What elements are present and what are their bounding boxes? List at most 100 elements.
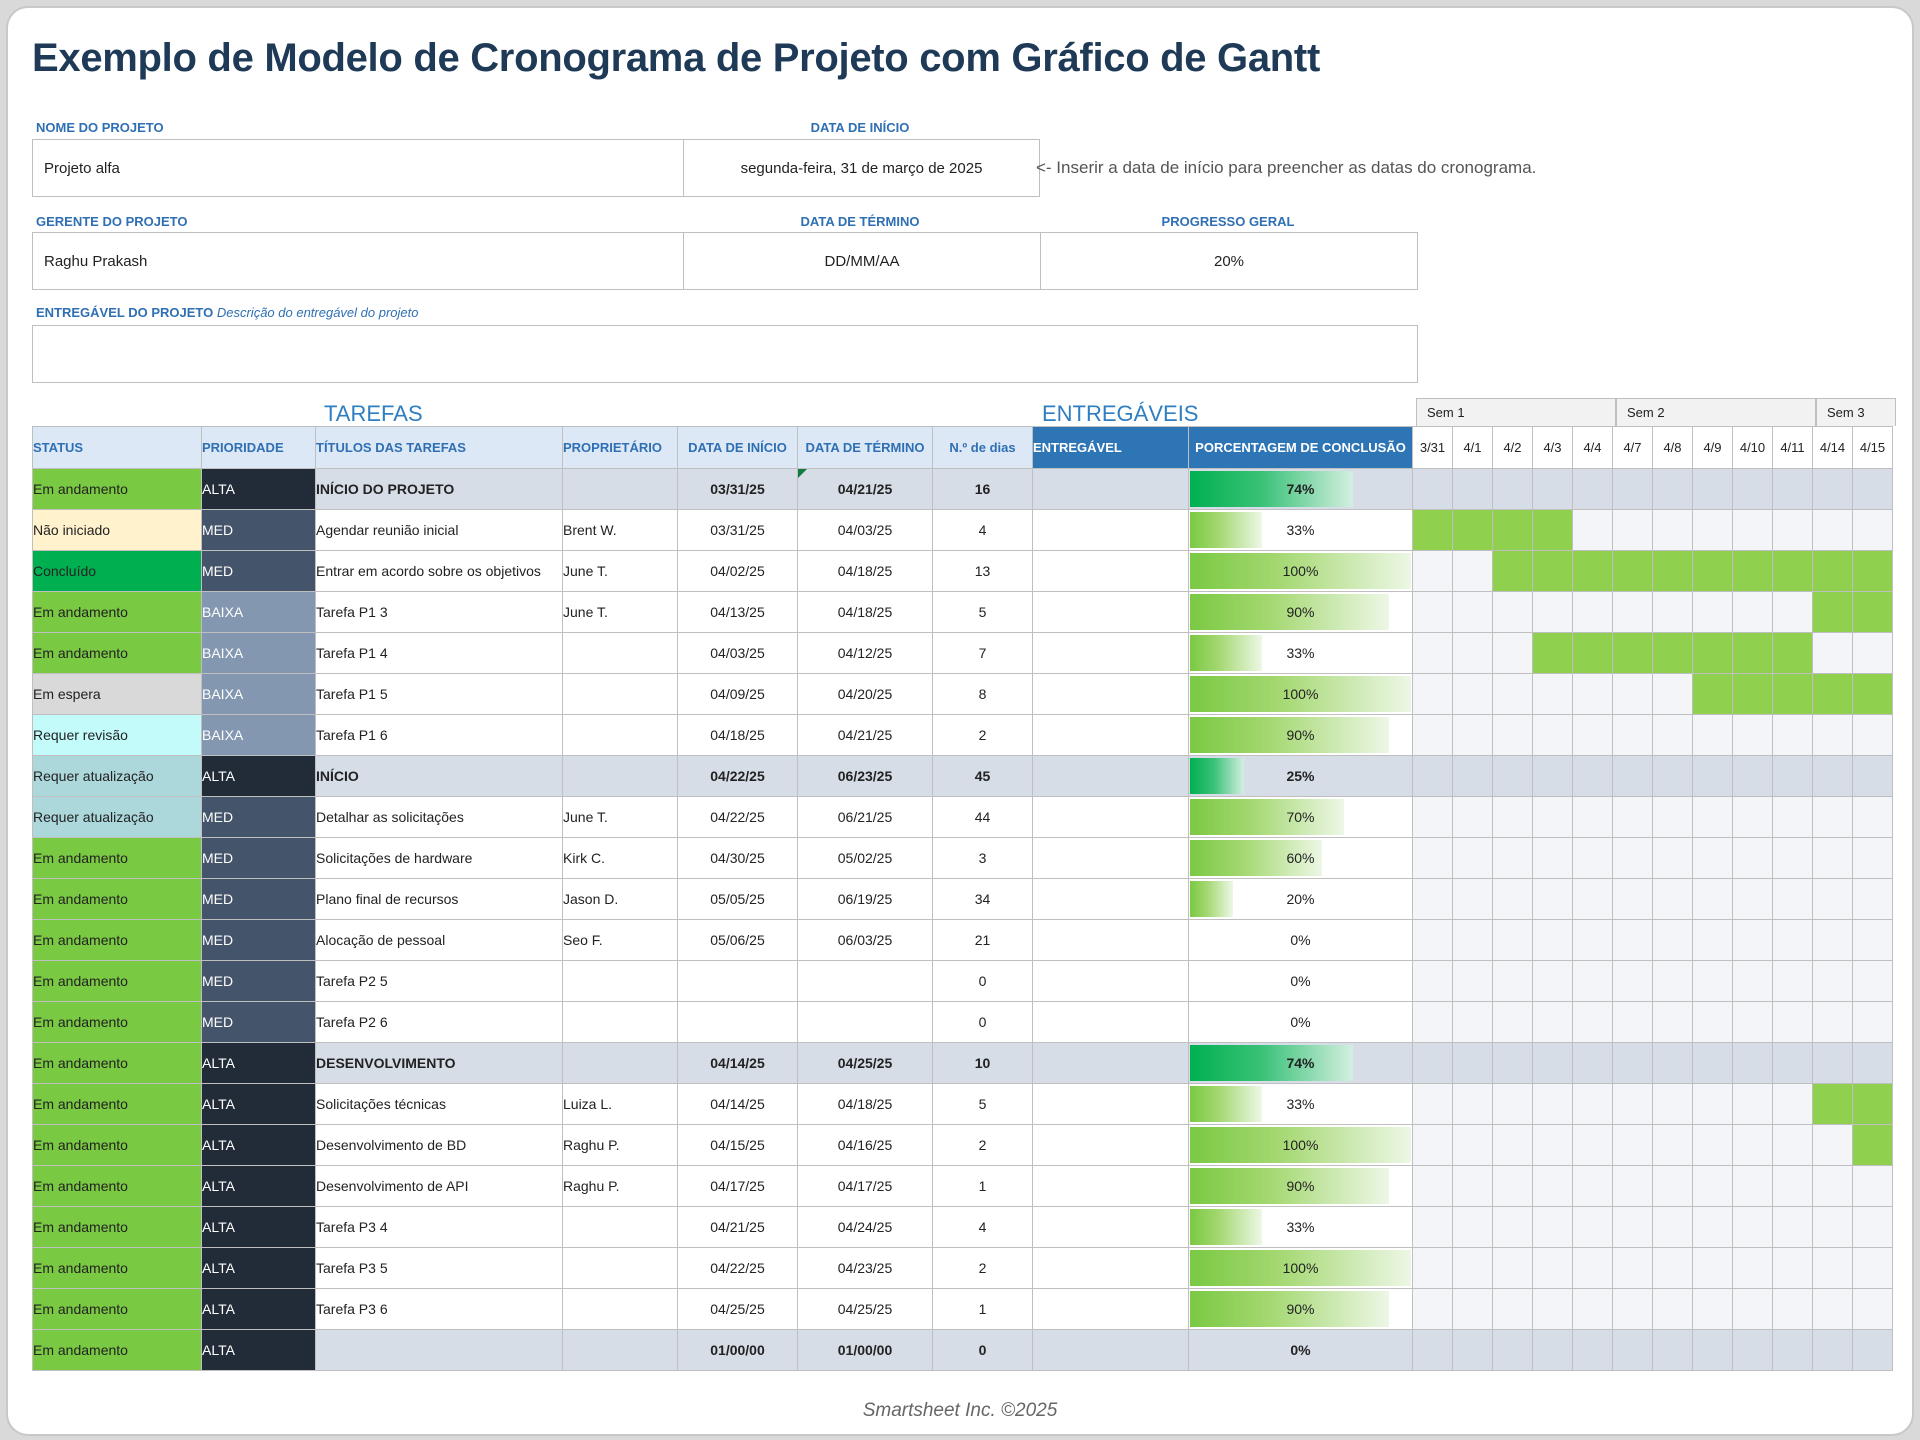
gantt-cell[interactable]	[1492, 796, 1533, 838]
gantt-cell[interactable]	[1852, 837, 1893, 879]
end-date-field[interactable]: DD/MM/AA	[683, 232, 1041, 290]
gantt-cell[interactable]	[1732, 550, 1773, 592]
gantt-cell[interactable]	[1852, 591, 1893, 633]
task-title-cell[interactable]: INÍCIO	[315, 755, 563, 797]
percent-cell[interactable]: 0%	[1188, 960, 1413, 1002]
gantt-cell[interactable]	[1652, 509, 1693, 551]
gantt-cell[interactable]	[1612, 673, 1653, 715]
task-title-cell[interactable]: Tarefa P3 6	[315, 1288, 563, 1330]
project-name-field[interactable]: Projeto alfa	[32, 139, 684, 197]
gantt-cell[interactable]	[1612, 1165, 1653, 1207]
gantt-cell[interactable]	[1452, 550, 1493, 592]
gantt-cell[interactable]	[1812, 755, 1853, 797]
gantt-cell[interactable]	[1612, 509, 1653, 551]
gantt-cell[interactable]	[1772, 1124, 1813, 1166]
deliverable-cell[interactable]	[1032, 509, 1189, 551]
table-row[interactable]: Em andamento ALTA Tarefa P3 6 04/25/25 04/25…	[32, 1288, 1893, 1330]
priority-cell[interactable]: BAIXA	[201, 714, 316, 756]
percent-cell[interactable]: 0%	[1188, 1001, 1413, 1043]
start-date-cell[interactable]	[677, 960, 798, 1002]
start-date-cell[interactable]: 05/05/25	[677, 878, 798, 920]
status-cell[interactable]: Concluído	[32, 550, 202, 592]
priority-cell[interactable]: MED	[201, 960, 316, 1002]
gantt-cell[interactable]	[1852, 550, 1893, 592]
start-date-cell[interactable]: 04/14/25	[677, 1083, 798, 1125]
gantt-cell[interactable]	[1572, 632, 1613, 674]
owner-cell[interactable]	[562, 1206, 678, 1248]
gantt-cell[interactable]	[1532, 591, 1573, 633]
gantt-cell[interactable]	[1652, 468, 1693, 510]
start-date-cell[interactable]: 03/31/25	[677, 468, 798, 510]
gantt-cell[interactable]	[1652, 960, 1693, 1002]
task-title-cell[interactable]: Solicitações técnicas	[315, 1083, 563, 1125]
manager-field[interactable]: Raghu Prakash	[32, 232, 684, 290]
table-row[interactable]: Em andamento ALTA 01/00/00 01/00/00 0 0%	[32, 1329, 1893, 1371]
table-row[interactable]: Em andamento ALTA INÍCIO DO PROJETO 03/31/2…	[32, 468, 1893, 510]
end-date-cell[interactable]	[797, 960, 933, 1002]
owner-cell[interactable]	[562, 673, 678, 715]
gantt-cell[interactable]	[1852, 1042, 1893, 1084]
gantt-cell[interactable]	[1572, 1165, 1613, 1207]
gantt-cell[interactable]	[1772, 878, 1813, 920]
gantt-cell[interactable]	[1612, 1288, 1653, 1330]
deliverable-cell[interactable]	[1032, 1288, 1189, 1330]
gantt-cell[interactable]	[1812, 960, 1853, 1002]
start-date-cell[interactable]: 04/17/25	[677, 1165, 798, 1207]
task-title-cell[interactable]: Desenvolvimento de BD	[315, 1124, 563, 1166]
table-row[interactable]: Requer atualização MED Detalhar as solicit…	[32, 796, 1893, 838]
gantt-cell[interactable]	[1572, 960, 1613, 1002]
days-cell[interactable]: 1	[932, 1165, 1033, 1207]
deliverable-cell[interactable]	[1032, 919, 1189, 961]
days-cell[interactable]: 4	[932, 509, 1033, 551]
gantt-cell[interactable]	[1812, 1247, 1853, 1289]
gantt-cell[interactable]	[1732, 919, 1773, 961]
start-date-cell[interactable]: 04/30/25	[677, 837, 798, 879]
gantt-cell[interactable]	[1732, 796, 1773, 838]
gantt-cell[interactable]	[1732, 1124, 1773, 1166]
gantt-cell[interactable]	[1572, 1329, 1613, 1371]
gantt-cell[interactable]	[1852, 1247, 1893, 1289]
priority-cell[interactable]: ALTA	[201, 1247, 316, 1289]
gantt-cell[interactable]	[1492, 550, 1533, 592]
days-cell[interactable]: 5	[932, 1083, 1033, 1125]
priority-cell[interactable]: BAIXA	[201, 673, 316, 715]
gantt-cell[interactable]	[1772, 837, 1813, 879]
days-cell[interactable]: 8	[932, 673, 1033, 715]
gantt-cell[interactable]	[1772, 591, 1813, 633]
gantt-cell[interactable]	[1412, 796, 1453, 838]
gantt-cell[interactable]	[1612, 591, 1653, 633]
days-cell[interactable]: 0	[932, 1001, 1033, 1043]
priority-cell[interactable]: ALTA	[201, 1124, 316, 1166]
owner-cell[interactable]	[562, 1001, 678, 1043]
table-row[interactable]: Em andamento ALTA Desenvolvimento de API Ra…	[32, 1165, 1893, 1207]
table-row[interactable]: Em andamento BAIXA Tarefa P1 3 June T. 04/13…	[32, 591, 1893, 633]
percent-cell[interactable]: 20%	[1188, 878, 1413, 920]
status-cell[interactable]: Em andamento	[32, 468, 202, 510]
gantt-cell[interactable]	[1652, 591, 1693, 633]
gantt-cell[interactable]	[1812, 1042, 1853, 1084]
gantt-cell[interactable]	[1772, 796, 1813, 838]
gantt-cell[interactable]	[1452, 632, 1493, 674]
owner-cell[interactable]: Jason D.	[562, 878, 678, 920]
priority-cell[interactable]: MED	[201, 919, 316, 961]
gantt-cell[interactable]	[1452, 1001, 1493, 1043]
gantt-cell[interactable]	[1412, 468, 1453, 510]
end-date-cell[interactable]: 05/02/25	[797, 837, 933, 879]
gantt-cell[interactable]	[1652, 796, 1693, 838]
gantt-cell[interactable]	[1812, 468, 1853, 510]
gantt-cell[interactable]	[1612, 550, 1653, 592]
gantt-cell[interactable]	[1612, 1247, 1653, 1289]
gantt-cell[interactable]	[1612, 1001, 1653, 1043]
table-row[interactable]: Em andamento MED Tarefa P2 6 0 0%	[32, 1001, 1893, 1043]
status-cell[interactable]: Requer atualização	[32, 755, 202, 797]
gantt-cell[interactable]	[1492, 468, 1533, 510]
priority-cell[interactable]: MED	[201, 796, 316, 838]
gantt-cell[interactable]	[1812, 1124, 1853, 1166]
days-cell[interactable]: 4	[932, 1206, 1033, 1248]
gantt-cell[interactable]	[1452, 1124, 1493, 1166]
gantt-cell[interactable]	[1412, 755, 1453, 797]
gantt-cell[interactable]	[1452, 1288, 1493, 1330]
gantt-cell[interactable]	[1572, 714, 1613, 756]
gantt-cell[interactable]	[1692, 1042, 1733, 1084]
gantt-cell[interactable]	[1412, 1247, 1453, 1289]
